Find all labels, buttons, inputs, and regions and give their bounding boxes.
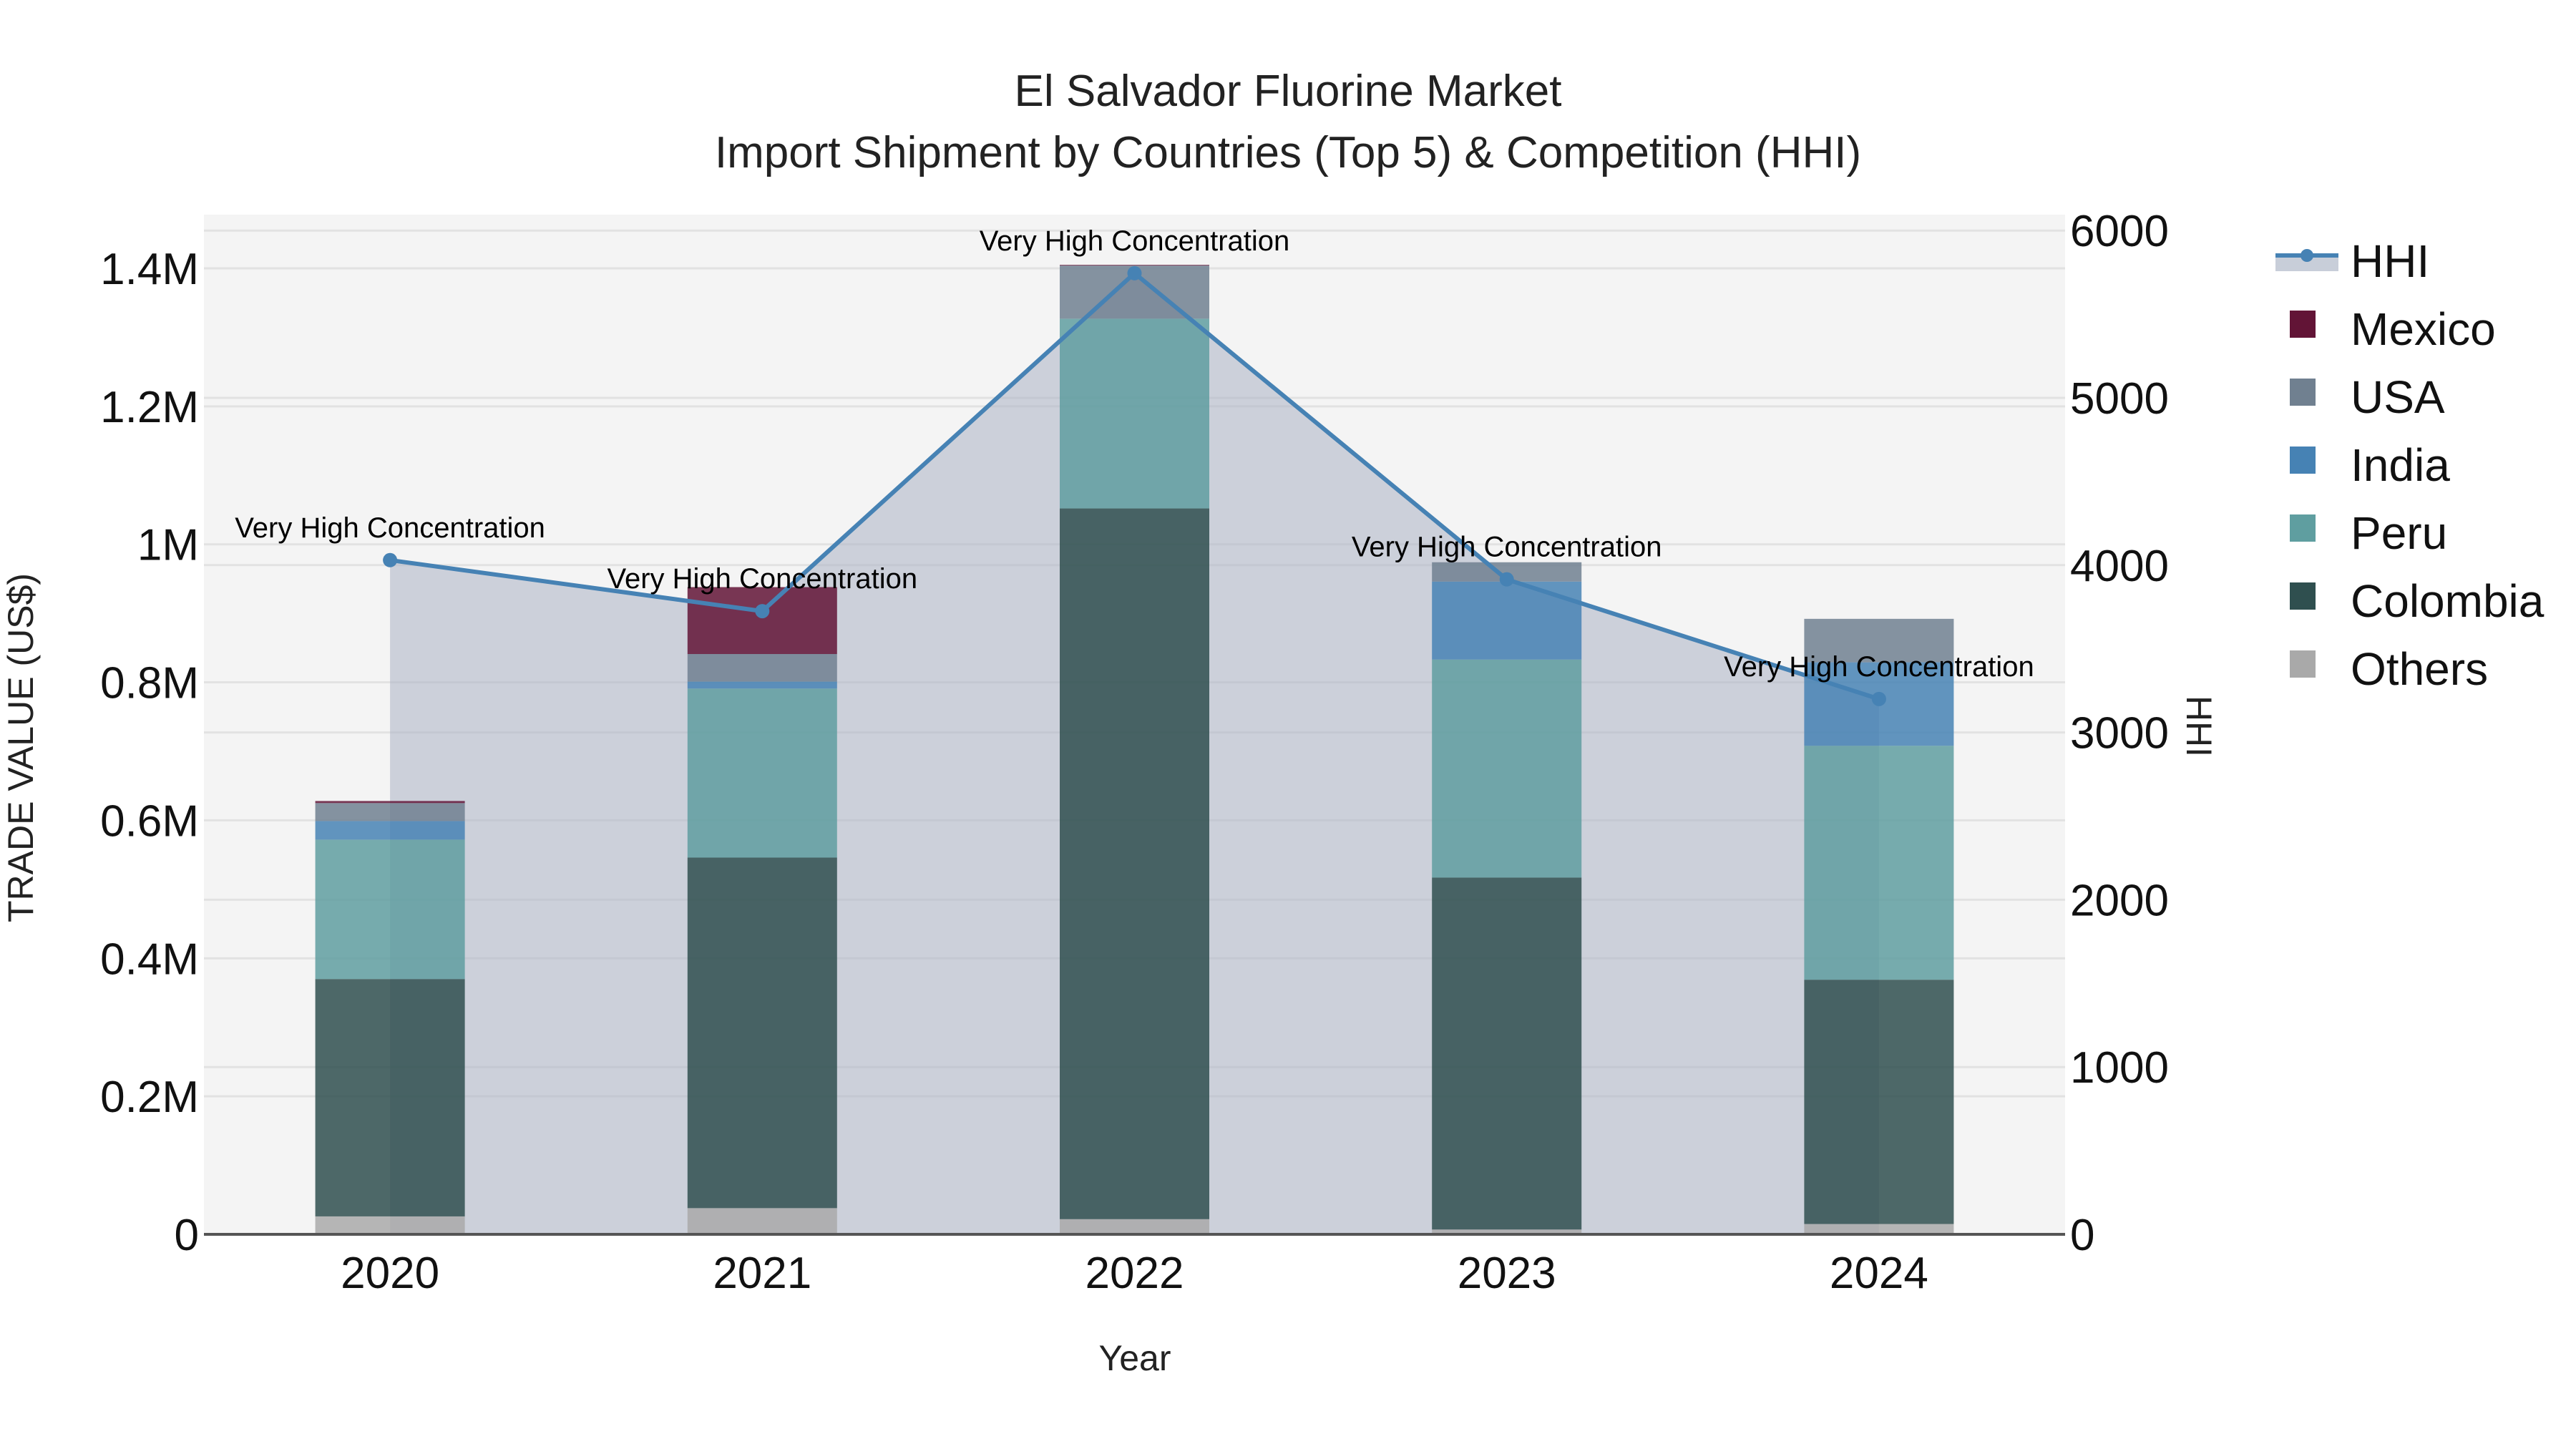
y-right-tick-label: 1000 <box>2070 1043 2169 1093</box>
y-left-tick-label: 1M <box>137 521 199 570</box>
hhi-marker[interactable] <box>1127 265 1142 280</box>
bar-segment-mexico[interactable] <box>687 587 837 655</box>
legend-label: USA <box>2351 371 2445 423</box>
bar-segment-colombia[interactable] <box>1432 877 1582 1230</box>
legend-label: Peru <box>2351 507 2447 559</box>
y-axis-left-title: TRADE VALUE (US$) <box>1 573 41 922</box>
stacked-bars <box>315 265 1954 1234</box>
bar-segment-peru[interactable] <box>1804 746 1954 980</box>
bar-segment-india[interactable] <box>315 821 465 840</box>
y-left-ticks: 0 0.2M 0.4M 0.6M 0.8M 1M 1.2M 1.4M <box>100 245 199 1260</box>
y-right-tick-label: 0 <box>2070 1211 2094 1260</box>
legend-item-hhi[interactable]: HHI <box>2275 235 2429 287</box>
hhi-annotation: Very High Concentration <box>608 563 918 595</box>
hhi-marker[interactable] <box>755 604 770 619</box>
bar-segment-colombia[interactable] <box>1804 980 1954 1224</box>
bar-segment-usa[interactable] <box>1804 618 1954 663</box>
y-right-tick-label: 3000 <box>2070 709 2169 758</box>
bar-segment-peru[interactable] <box>315 839 465 980</box>
x-ticks: 2020 2021 2022 2023 2024 <box>341 1249 1928 1298</box>
annotations: Very High Concentration Very High Concent… <box>235 225 2034 683</box>
y-right-tick-label: 4000 <box>2070 542 2169 591</box>
bar-segment-colombia[interactable] <box>1060 508 1209 1219</box>
bar-segment-peru[interactable] <box>1060 318 1209 509</box>
bar-segment-others[interactable] <box>1804 1224 1954 1234</box>
legend-item-mexico[interactable]: Mexico <box>2290 303 2496 355</box>
bar-segment-peru[interactable] <box>687 688 837 858</box>
legend-item-colombia[interactable]: Colombia <box>2290 575 2545 627</box>
y-left-tick-label: 0.8M <box>100 659 199 708</box>
hhi-line <box>383 265 1886 706</box>
x-axis-title: Year <box>1098 1338 1171 1378</box>
bar-segment-others[interactable] <box>1432 1229 1582 1234</box>
bar-segment-peru[interactable] <box>1432 659 1582 878</box>
legend-area-swatch <box>2275 257 2338 271</box>
hhi-marker[interactable] <box>1499 572 1514 587</box>
legend-label: Others <box>2351 643 2488 695</box>
legend-label: Mexico <box>2351 303 2496 355</box>
hhi-annotation: Very High Concentration <box>1352 532 1662 563</box>
y-right-ticks: 0 1000 2000 3000 4000 5000 6000 <box>2070 207 2169 1260</box>
bar-segment-others[interactable] <box>687 1208 837 1234</box>
legend-item-others[interactable]: Others <box>2290 643 2488 695</box>
y-left-tick-label: 0.2M <box>100 1073 199 1122</box>
y-right-tick-label: 2000 <box>2070 876 2169 925</box>
hhi-annotation: Very High Concentration <box>1724 651 2034 683</box>
x-tick-label: 2024 <box>1830 1249 1928 1298</box>
bar-segment-colombia[interactable] <box>315 979 465 1216</box>
legend-swatch-icon <box>2290 582 2316 610</box>
legend-swatch-icon <box>2290 650 2316 678</box>
y-left-tick-label: 0.4M <box>100 935 199 984</box>
y-right-tick-label: 6000 <box>2070 207 2169 256</box>
legend-label: Colombia <box>2351 575 2545 627</box>
bar-segment-mexico[interactable] <box>315 801 465 804</box>
y-left-tick-label: 1.2M <box>100 383 199 432</box>
legend-swatch-icon <box>2290 514 2316 542</box>
legend-item-india[interactable]: India <box>2290 439 2450 491</box>
legend-label: HHI <box>2351 235 2429 287</box>
x-tick-label: 2020 <box>341 1249 439 1298</box>
legend-swatch-icon <box>2290 311 2316 338</box>
bar-segment-others[interactable] <box>1060 1219 1209 1234</box>
y-left-tick-label: 0 <box>175 1211 199 1260</box>
bar-segment-others[interactable] <box>315 1216 465 1234</box>
hhi-marker[interactable] <box>1871 691 1886 706</box>
legend-swatch-icon <box>2290 379 2316 406</box>
bar-segment-usa[interactable] <box>687 654 837 682</box>
bar-segment-colombia[interactable] <box>687 857 837 1209</box>
legend-marker-icon <box>2301 249 2313 262</box>
x-tick-label: 2021 <box>713 1249 811 1298</box>
legend-item-usa[interactable]: USA <box>2290 371 2445 423</box>
hhi-marker[interactable] <box>383 552 398 567</box>
chart-subtitle: Import Shipment by Countries (Top 5) & C… <box>715 128 1861 177</box>
legend-swatch-icon <box>2290 447 2316 474</box>
chart-title: El Salvador Fluorine Market <box>1015 67 1562 116</box>
y-left-tick-label: 0.6M <box>100 796 199 846</box>
x-tick-label: 2022 <box>1085 1249 1184 1298</box>
hhi-annotation: Very High Concentration <box>980 225 1290 257</box>
x-tick-label: 2023 <box>1458 1249 1556 1298</box>
bar-segment-india[interactable] <box>1432 581 1582 660</box>
legend: HHI Mexico USA India Peru Colombia Others <box>2275 235 2545 695</box>
y-right-tick-label: 5000 <box>2070 374 2169 424</box>
legend-item-peru[interactable]: Peru <box>2290 507 2447 559</box>
legend-label: India <box>2351 439 2450 491</box>
y-left-tick-label: 1.4M <box>100 245 199 294</box>
bar-segment-usa[interactable] <box>315 803 465 821</box>
bar-segment-india[interactable] <box>687 681 837 689</box>
hhi-annotation: Very High Concentration <box>235 512 545 544</box>
y-axis-right-title: HHI <box>2179 696 2219 757</box>
